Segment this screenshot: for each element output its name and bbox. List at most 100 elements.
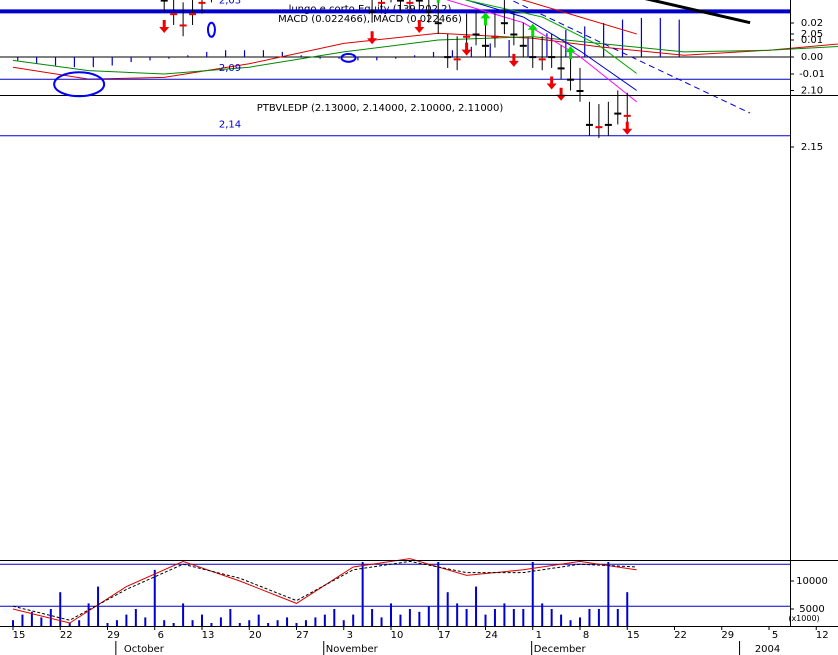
x-axis: 1522296132027310172418152229512192Octobe… (12, 626, 829, 655)
sell-signal-arrow (367, 31, 378, 45)
candle-body (500, 22, 508, 25)
x-tick-label: 22 (60, 630, 73, 641)
sell-signal-arrow (546, 76, 557, 90)
candle-body (415, 0, 423, 2)
macd-trough-ellipse (53, 71, 106, 98)
buy-signal-arrow (480, 12, 491, 26)
sell-signal-arrow (414, 20, 425, 33)
macd-subtitle: MACD (0.022466), MACD (0.022466) (278, 14, 462, 25)
candle-body (604, 123, 612, 126)
candle-body (585, 123, 593, 126)
candle-body (170, 13, 178, 16)
signal-arrows (159, 0, 633, 135)
candle-body (406, 1, 414, 4)
macd-ytick-label: 0.00 (801, 52, 823, 63)
trendline-2 (509, 0, 751, 114)
candle-body (519, 44, 527, 47)
candlesticks (160, 0, 631, 138)
candle-body (623, 114, 631, 117)
macd-ytick-label: 0.02 (801, 18, 823, 29)
candle-body (463, 35, 471, 38)
moving-average-3 (465, 0, 637, 74)
candle-body (368, 10, 376, 13)
candle-body (491, 35, 499, 38)
buy-signal-arrow (565, 46, 576, 60)
month-label: 2004 (755, 644, 780, 655)
x-tick-label: 3 (347, 630, 353, 641)
candle-body (529, 56, 537, 59)
support-resistance-levels: 2,142,092,031,92 (0, 0, 790, 137)
x-tick-label: 6 (158, 630, 164, 641)
x-tick-label: 17 (438, 630, 451, 641)
macd-ytick-label: -0.01 (799, 69, 825, 80)
x-tick-label: 8 (583, 630, 589, 641)
x-tick-label: 10 (391, 630, 404, 641)
x-tick-label: 20 (249, 630, 262, 641)
candle-body (482, 44, 489, 47)
price-panel: PTBVLEDP (2.13000, 2.14000, 2.10000, 2.1… (0, 0, 823, 153)
x-tick-label: 5 (772, 630, 778, 641)
macd-ytick-label: 0.01 (801, 35, 823, 46)
sell-signal-arrow (556, 87, 567, 101)
candle-body (595, 126, 603, 129)
price-ytick-label: 2.05 (801, 29, 823, 40)
candle-body (472, 33, 480, 36)
x-tick-label: 12 (816, 630, 829, 641)
candle-body (510, 33, 518, 36)
volume-oscillator (12, 558, 637, 624)
sell-signal-arrow (622, 121, 633, 135)
volume-unit-label: (x1000) (788, 614, 819, 623)
volume-panel: 10000 5000(x1000) (0, 558, 828, 626)
macd-peak-ellipse (206, 21, 216, 38)
price-title: PTBVLEDP (2.13000, 2.14000, 2.10000, 2.1… (257, 103, 504, 114)
x-tick-label: 29 (107, 630, 120, 641)
candle-body (396, 0, 404, 2)
price-ytick-label: 2.10 (801, 86, 823, 97)
volume-ytick-label: 10000 (796, 576, 828, 587)
candle-body (378, 1, 386, 4)
sell-signal-arrow (159, 20, 170, 33)
candle-body (567, 78, 575, 81)
trendlines (509, 0, 751, 114)
candle-body (434, 22, 442, 25)
candle-body (557, 67, 565, 70)
x-tick-label: 13 (202, 630, 215, 641)
month-label: November (326, 644, 379, 655)
macd-line-1 (12, 32, 838, 80)
candle-body (425, 10, 433, 13)
x-tick-label: 27 (296, 630, 309, 641)
moving-average-4 (521, 0, 637, 35)
x-tick-label: 15 (13, 630, 26, 641)
macd-cross-ellipse (340, 52, 357, 63)
macd-lines (12, 32, 838, 80)
price-ytick-label: 2.15 (801, 142, 823, 153)
candle-body (614, 112, 622, 115)
sell-signal-arrow (508, 53, 519, 67)
panel-frames (0, 0, 838, 627)
buy-signal-arrow (436, 0, 440, 3)
level-label: 2,03 (219, 0, 241, 6)
candle-body (189, 13, 197, 16)
x-tick-label: 24 (485, 630, 498, 641)
candle-body (179, 24, 187, 27)
annotations (53, 21, 357, 98)
buy-signal-arrow (527, 23, 538, 37)
candle-body (548, 56, 556, 59)
volume-oscillator-line-2 (12, 560, 637, 621)
month-label: October (124, 644, 165, 655)
candle-body (538, 58, 546, 61)
month-label: December (534, 644, 587, 655)
candle-body (160, 0, 168, 2)
candle-body (576, 90, 584, 92)
candle-body (444, 56, 452, 59)
volume-bars (12, 562, 629, 626)
macd-line-2 (12, 36, 838, 75)
candle-body (198, 1, 206, 4)
volume-ytick-label: 5000 (799, 604, 824, 615)
sell-signal-arrow (461, 42, 472, 56)
moving-average-2 (464, 0, 637, 91)
x-tick-label: 22 (674, 630, 687, 641)
level-label: 2,09 (219, 63, 241, 74)
